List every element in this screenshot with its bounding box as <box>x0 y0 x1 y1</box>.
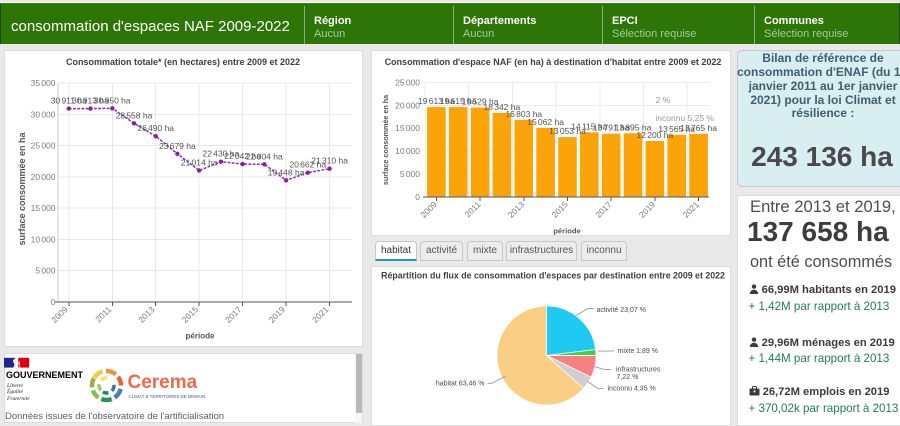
svg-text:2 %: 2 % <box>656 95 671 105</box>
svg-text:25000: 25000 <box>395 78 420 88</box>
svg-text:7,22 %: 7,22 % <box>617 374 639 381</box>
svg-text:0: 0 <box>415 192 420 202</box>
svg-text:période: période <box>186 332 215 341</box>
svg-text:22004 ha: 22004 ha <box>246 151 283 161</box>
svg-text:14115 ha: 14115 ha <box>571 121 607 131</box>
svg-text:22042 ha: 22042 ha <box>224 151 261 161</box>
svg-text:35000: 35000 <box>31 78 56 88</box>
svg-text:2011: 2011 <box>463 199 483 219</box>
svg-text:22430 ha: 22430 ha <box>203 149 240 159</box>
svg-text:16803 ha: 16803 ha <box>505 109 542 119</box>
svg-text:Consommation totale* (en hecta: Consommation totale* (en hectares) entre… <box>66 57 300 67</box>
svg-text:2009: 2009 <box>418 199 439 220</box>
svg-text:infrastructures: infrastructures <box>616 366 661 373</box>
svg-text:21014 ha: 21014 ha <box>181 158 218 168</box>
svg-text:2015: 2015 <box>549 199 570 220</box>
svg-text:19613 ha: 19613 ha <box>418 96 455 106</box>
svg-text:20000: 20000 <box>395 100 420 110</box>
svg-text:surface consommée en ha: surface consommée en ha <box>17 131 27 245</box>
svg-text:30913 ha: 30913 ha <box>72 96 109 106</box>
svg-text:13895 ha: 13895 ha <box>615 122 652 132</box>
svg-text:15000: 15000 <box>395 123 420 133</box>
svg-text:2013: 2013 <box>506 199 527 220</box>
svg-text:25000: 25000 <box>31 141 56 151</box>
svg-text:18342 ha: 18342 ha <box>484 102 521 112</box>
svg-text:surface consommée en ha: surface consommée en ha <box>381 94 390 185</box>
svg-text:inconnu 5,25 %: inconnu 5,25 % <box>655 113 714 123</box>
svg-text:30950 ha: 30950 ha <box>94 95 131 105</box>
svg-text:5000: 5000 <box>35 266 55 276</box>
svg-text:Consommation d'espace NAF (en: Consommation d'espace NAF (en ha) à dest… <box>385 57 722 67</box>
svg-text:10000: 10000 <box>395 146 420 156</box>
svg-text:26490 ha: 26490 ha <box>137 123 174 133</box>
svg-text:19529 ha: 19529 ha <box>462 97 499 107</box>
svg-text:19448 ha: 19448 ha <box>268 167 305 177</box>
svg-text:20000: 20000 <box>31 172 56 182</box>
svg-text:23679 ha: 23679 ha <box>159 141 196 151</box>
svg-text:2019: 2019 <box>637 199 658 220</box>
svg-text:habitat 63,46 %: habitat 63,46 % <box>436 380 485 387</box>
svg-text:2021: 2021 <box>681 199 702 220</box>
svg-text:période: période <box>553 227 580 236</box>
svg-text:10000: 10000 <box>31 234 56 244</box>
svg-text:28558 ha: 28558 ha <box>116 110 153 120</box>
svg-text:activité 23,07 %: activité 23,07 % <box>597 307 646 314</box>
svg-text:15062 ha: 15062 ha <box>527 117 564 127</box>
svg-text:inconnu 4,35 %: inconnu 4,35 % <box>608 385 656 392</box>
svg-text:20662 ha: 20662 ha <box>289 160 326 170</box>
svg-text:13791 ha: 13791 ha <box>593 123 630 133</box>
svg-text:30000: 30000 <box>31 109 56 119</box>
svg-text:13765 ha: 13765 ha <box>680 123 717 133</box>
svg-text:2017: 2017 <box>593 199 614 220</box>
svg-text:15000: 15000 <box>31 203 56 213</box>
svg-text:21310 ha: 21310 ha <box>311 156 348 166</box>
svg-text:13565 ha: 13565 ha <box>658 124 695 134</box>
svg-text:5000: 5000 <box>400 169 420 179</box>
svg-text:13053 ha: 13053 ha <box>549 126 586 136</box>
svg-text:Répartition du flux de consomm: Répartition du flux de consommation d'es… <box>381 271 725 281</box>
svg-text:mixte 1,89 %: mixte 1,89 % <box>618 348 658 355</box>
svg-text:30911 ha: 30911 ha <box>51 96 87 106</box>
svg-text:0: 0 <box>51 297 56 307</box>
svg-text:19615 ha: 19615 ha <box>440 96 477 106</box>
svg-text:12200 ha: 12200 ha <box>637 130 674 140</box>
